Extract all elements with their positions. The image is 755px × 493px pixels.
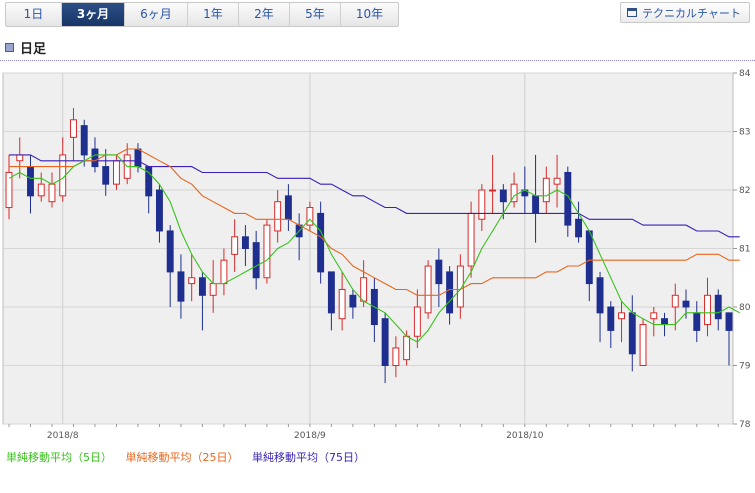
candle-up <box>274 201 282 232</box>
candle-down <box>134 148 142 168</box>
y-tick-label: 81 <box>739 245 750 255</box>
tab-5-years[interactable]: 5年 <box>290 3 341 26</box>
technical-chart-label: テクニカルチャート <box>642 6 741 20</box>
candle-down <box>252 242 260 279</box>
tab-3-months[interactable]: 3ヶ月 <box>62 3 125 26</box>
candle-down <box>596 277 604 314</box>
candle-down <box>91 148 99 168</box>
candle-down <box>725 312 733 331</box>
y-tick-label: 82 <box>739 186 750 196</box>
candle-up <box>650 312 658 320</box>
technical-chart-button[interactable]: テクニカルチャート <box>620 2 750 23</box>
tab-2-years[interactable]: 2年 <box>239 3 290 26</box>
candle-down <box>102 166 110 185</box>
candle-down <box>284 195 292 220</box>
candle-down <box>564 171 572 226</box>
legend-ma25: 単純移動平均（25日） <box>125 451 239 464</box>
candle-down <box>532 195 540 214</box>
candle-up <box>306 207 314 226</box>
candle-up <box>553 177 561 185</box>
candle-down <box>27 166 34 197</box>
page-title: 日足 <box>20 42 47 57</box>
candle-up <box>489 189 497 192</box>
candle-up <box>70 119 77 138</box>
y-tick-label: 79 <box>739 362 751 372</box>
candle-down <box>435 259 443 285</box>
candle-down <box>575 218 583 238</box>
candle-down <box>661 318 668 326</box>
period-tabs: 1日 3ヶ月 6ヶ月 1年 2年 5年 10年 <box>5 2 399 27</box>
candle-up <box>360 277 368 302</box>
candle-up <box>542 177 550 203</box>
candle-up <box>231 236 239 255</box>
y-tick-label: 80 <box>739 303 751 313</box>
x-tick-label: 2018/10 <box>506 431 544 441</box>
candle-down <box>177 271 185 302</box>
candle-down <box>155 189 163 232</box>
legend: 単純移動平均（5日） 単純移動平均（25日） 単純移動平均（75日） <box>6 449 375 465</box>
candle-up <box>113 160 120 185</box>
candle-down <box>693 312 701 331</box>
candle-down <box>446 271 454 314</box>
legend-ma75: 単純移動平均（75日） <box>252 451 365 464</box>
candle-down <box>628 312 636 355</box>
window-icon <box>627 8 637 17</box>
divider <box>0 60 755 61</box>
tab-1-year[interactable]: 1年 <box>188 3 239 26</box>
candle-down <box>198 277 206 296</box>
candle-up <box>618 312 625 320</box>
candle-down <box>682 300 690 308</box>
candle-up <box>209 283 217 296</box>
candle-down <box>166 230 174 273</box>
tab-6-months[interactable]: 6ヶ月 <box>125 3 188 26</box>
ma75-line <box>9 154 740 238</box>
candle-up <box>671 294 679 308</box>
candle-down <box>381 318 389 366</box>
candle-up <box>16 154 24 162</box>
candle-up <box>5 171 13 209</box>
candle-up <box>263 224 271 279</box>
ma5-line <box>8 154 740 343</box>
candlestick-chart: 84 83 82 81 80 79 78 2018/8 2018/9 2018/10 <box>2 69 751 441</box>
candle-down <box>327 271 335 314</box>
candle-up <box>392 347 400 367</box>
tab-1-day[interactable]: 1日 <box>6 3 62 26</box>
candle-up <box>220 259 228 285</box>
candle-down <box>349 294 357 308</box>
candle-up <box>413 306 421 337</box>
tab-10-years[interactable]: 10年 <box>355 7 384 21</box>
candle-up <box>456 265 464 308</box>
candle-down <box>241 236 249 250</box>
candle-up <box>424 265 432 314</box>
x-tick-label: 2018/9 <box>294 431 326 441</box>
candle-down <box>80 125 88 156</box>
chart-heading: 日足 <box>5 38 46 57</box>
candle-up <box>639 324 647 366</box>
y-tick-label: 83 <box>739 128 750 138</box>
candle-down <box>585 230 593 285</box>
candle-up <box>338 288 346 320</box>
candle-up <box>48 183 56 203</box>
square-bullet-icon <box>5 43 14 52</box>
legend-ma5: 単純移動平均（5日） <box>6 451 112 464</box>
candle-down <box>607 306 615 331</box>
y-tick-label: 78 <box>739 420 751 430</box>
candle-up <box>37 183 45 197</box>
x-tick-label: 2018/8 <box>47 431 79 441</box>
y-tick-label: 84 <box>739 69 751 79</box>
candle-up <box>704 294 711 326</box>
candle-down <box>499 189 507 203</box>
candle-up <box>510 183 518 203</box>
candle-down <box>317 212 325 273</box>
candle-up <box>478 189 486 220</box>
ma25-line <box>9 148 740 296</box>
candle-up <box>467 212 475 267</box>
candle-up <box>403 335 411 361</box>
candle-up <box>188 277 196 285</box>
candle-down <box>714 294 722 320</box>
